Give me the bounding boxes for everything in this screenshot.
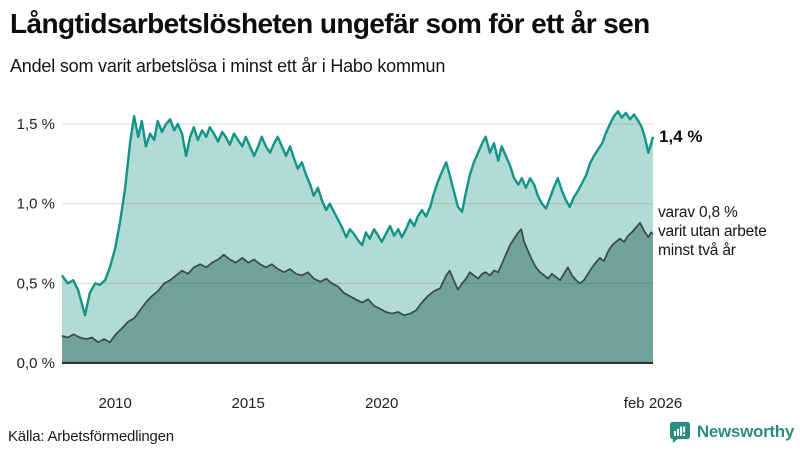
area-partial — [62, 222, 653, 363]
partial-annotation-line-1: varav 0,8 % — [658, 204, 738, 221]
newsworthy-bubble-chart-icon — [668, 420, 691, 443]
source-note: Källa: Arbetsförmedlingen — [8, 428, 174, 445]
y-tick-label: 1,5 % — [17, 116, 55, 133]
newsworthy-wordmark: Newsworthy — [696, 421, 794, 441]
y-tick-label: 1,0 % — [17, 196, 55, 213]
area-total — [62, 111, 653, 363]
x-tick-label: 2010 — [99, 395, 132, 412]
line-total — [61, 110, 655, 317]
page-title: Långtidsarbetslösheten ungefär som för e… — [10, 8, 650, 39]
x-tick-label: 2015 — [232, 395, 265, 412]
partial-series-annotation: varav 0,8 % varit utan arbete minst två … — [658, 203, 767, 260]
y-tick-label: 0,5 % — [17, 275, 55, 292]
x-tick-label: 2020 — [365, 395, 398, 412]
partial-annotation-line-2: varit utan arbete — [658, 223, 767, 240]
page-subtitle: Andel som varit arbetslösa i minst ett å… — [10, 56, 446, 76]
y-tick-label: 0,0 % — [17, 355, 55, 372]
partial-annotation-line-3: minst två år — [658, 242, 736, 259]
x-tick-label: feb 2026 — [624, 395, 682, 412]
line-partial — [61, 221, 654, 344]
total-end-value-label: 1,4 % — [659, 127, 703, 146]
newsworthy-logo: Newsworthy — [668, 420, 794, 443]
